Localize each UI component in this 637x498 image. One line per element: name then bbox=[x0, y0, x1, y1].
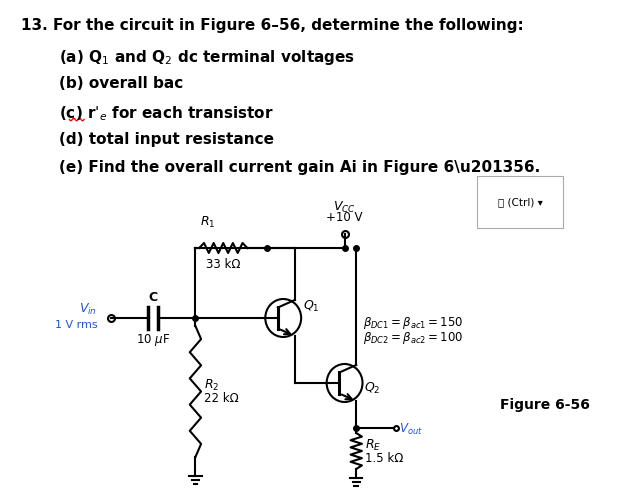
Text: (a) Q$_1$ and Q$_2$ dc terminal voltages: (a) Q$_1$ and Q$_2$ dc terminal voltages bbox=[59, 48, 355, 67]
Text: $Q_2$: $Q_2$ bbox=[364, 381, 381, 396]
Text: (d) total input resistance: (d) total input resistance bbox=[59, 132, 273, 147]
Text: 10 $\mu$F: 10 $\mu$F bbox=[136, 332, 170, 348]
Text: (e) Find the overall current gain Ai in Figure 6\u201356.: (e) Find the overall current gain Ai in … bbox=[59, 160, 540, 175]
Text: $R_2$: $R_2$ bbox=[204, 378, 219, 393]
Text: +10 V: +10 V bbox=[326, 211, 363, 224]
Text: (c) r$'_e$ for each transistor: (c) r$'_e$ for each transistor bbox=[59, 104, 273, 123]
Text: 1.5 kΩ: 1.5 kΩ bbox=[365, 452, 403, 465]
Text: $\beta_{DC1} = \beta_{ac1} = 150$: $\beta_{DC1} = \beta_{ac1} = 150$ bbox=[364, 315, 464, 331]
Text: $V_{out}$: $V_{out}$ bbox=[399, 421, 422, 437]
Text: Figure 6-56: Figure 6-56 bbox=[500, 398, 590, 412]
Text: $V_{CC}$: $V_{CC}$ bbox=[333, 200, 356, 215]
Text: $Q_1$: $Q_1$ bbox=[303, 299, 320, 314]
Text: C: C bbox=[148, 291, 157, 304]
Text: $V_{in}$: $V_{in}$ bbox=[79, 301, 97, 317]
Text: $R_1$: $R_1$ bbox=[200, 215, 215, 230]
Text: ⧉ (Ctrl) ▾: ⧉ (Ctrl) ▾ bbox=[497, 197, 542, 207]
Text: (b) overall bac: (b) overall bac bbox=[59, 76, 183, 91]
Text: 1 V rms: 1 V rms bbox=[55, 320, 97, 330]
Text: 22 kΩ: 22 kΩ bbox=[204, 392, 239, 405]
Text: 13. For the circuit in Figure 6–56, determine the following:: 13. For the circuit in Figure 6–56, dete… bbox=[21, 18, 524, 33]
Text: 33 kΩ: 33 kΩ bbox=[206, 258, 241, 271]
Text: $\beta_{DC2} = \beta_{ac2} = 100$: $\beta_{DC2} = \beta_{ac2} = 100$ bbox=[364, 330, 464, 346]
Text: $R_E$: $R_E$ bbox=[365, 437, 381, 453]
